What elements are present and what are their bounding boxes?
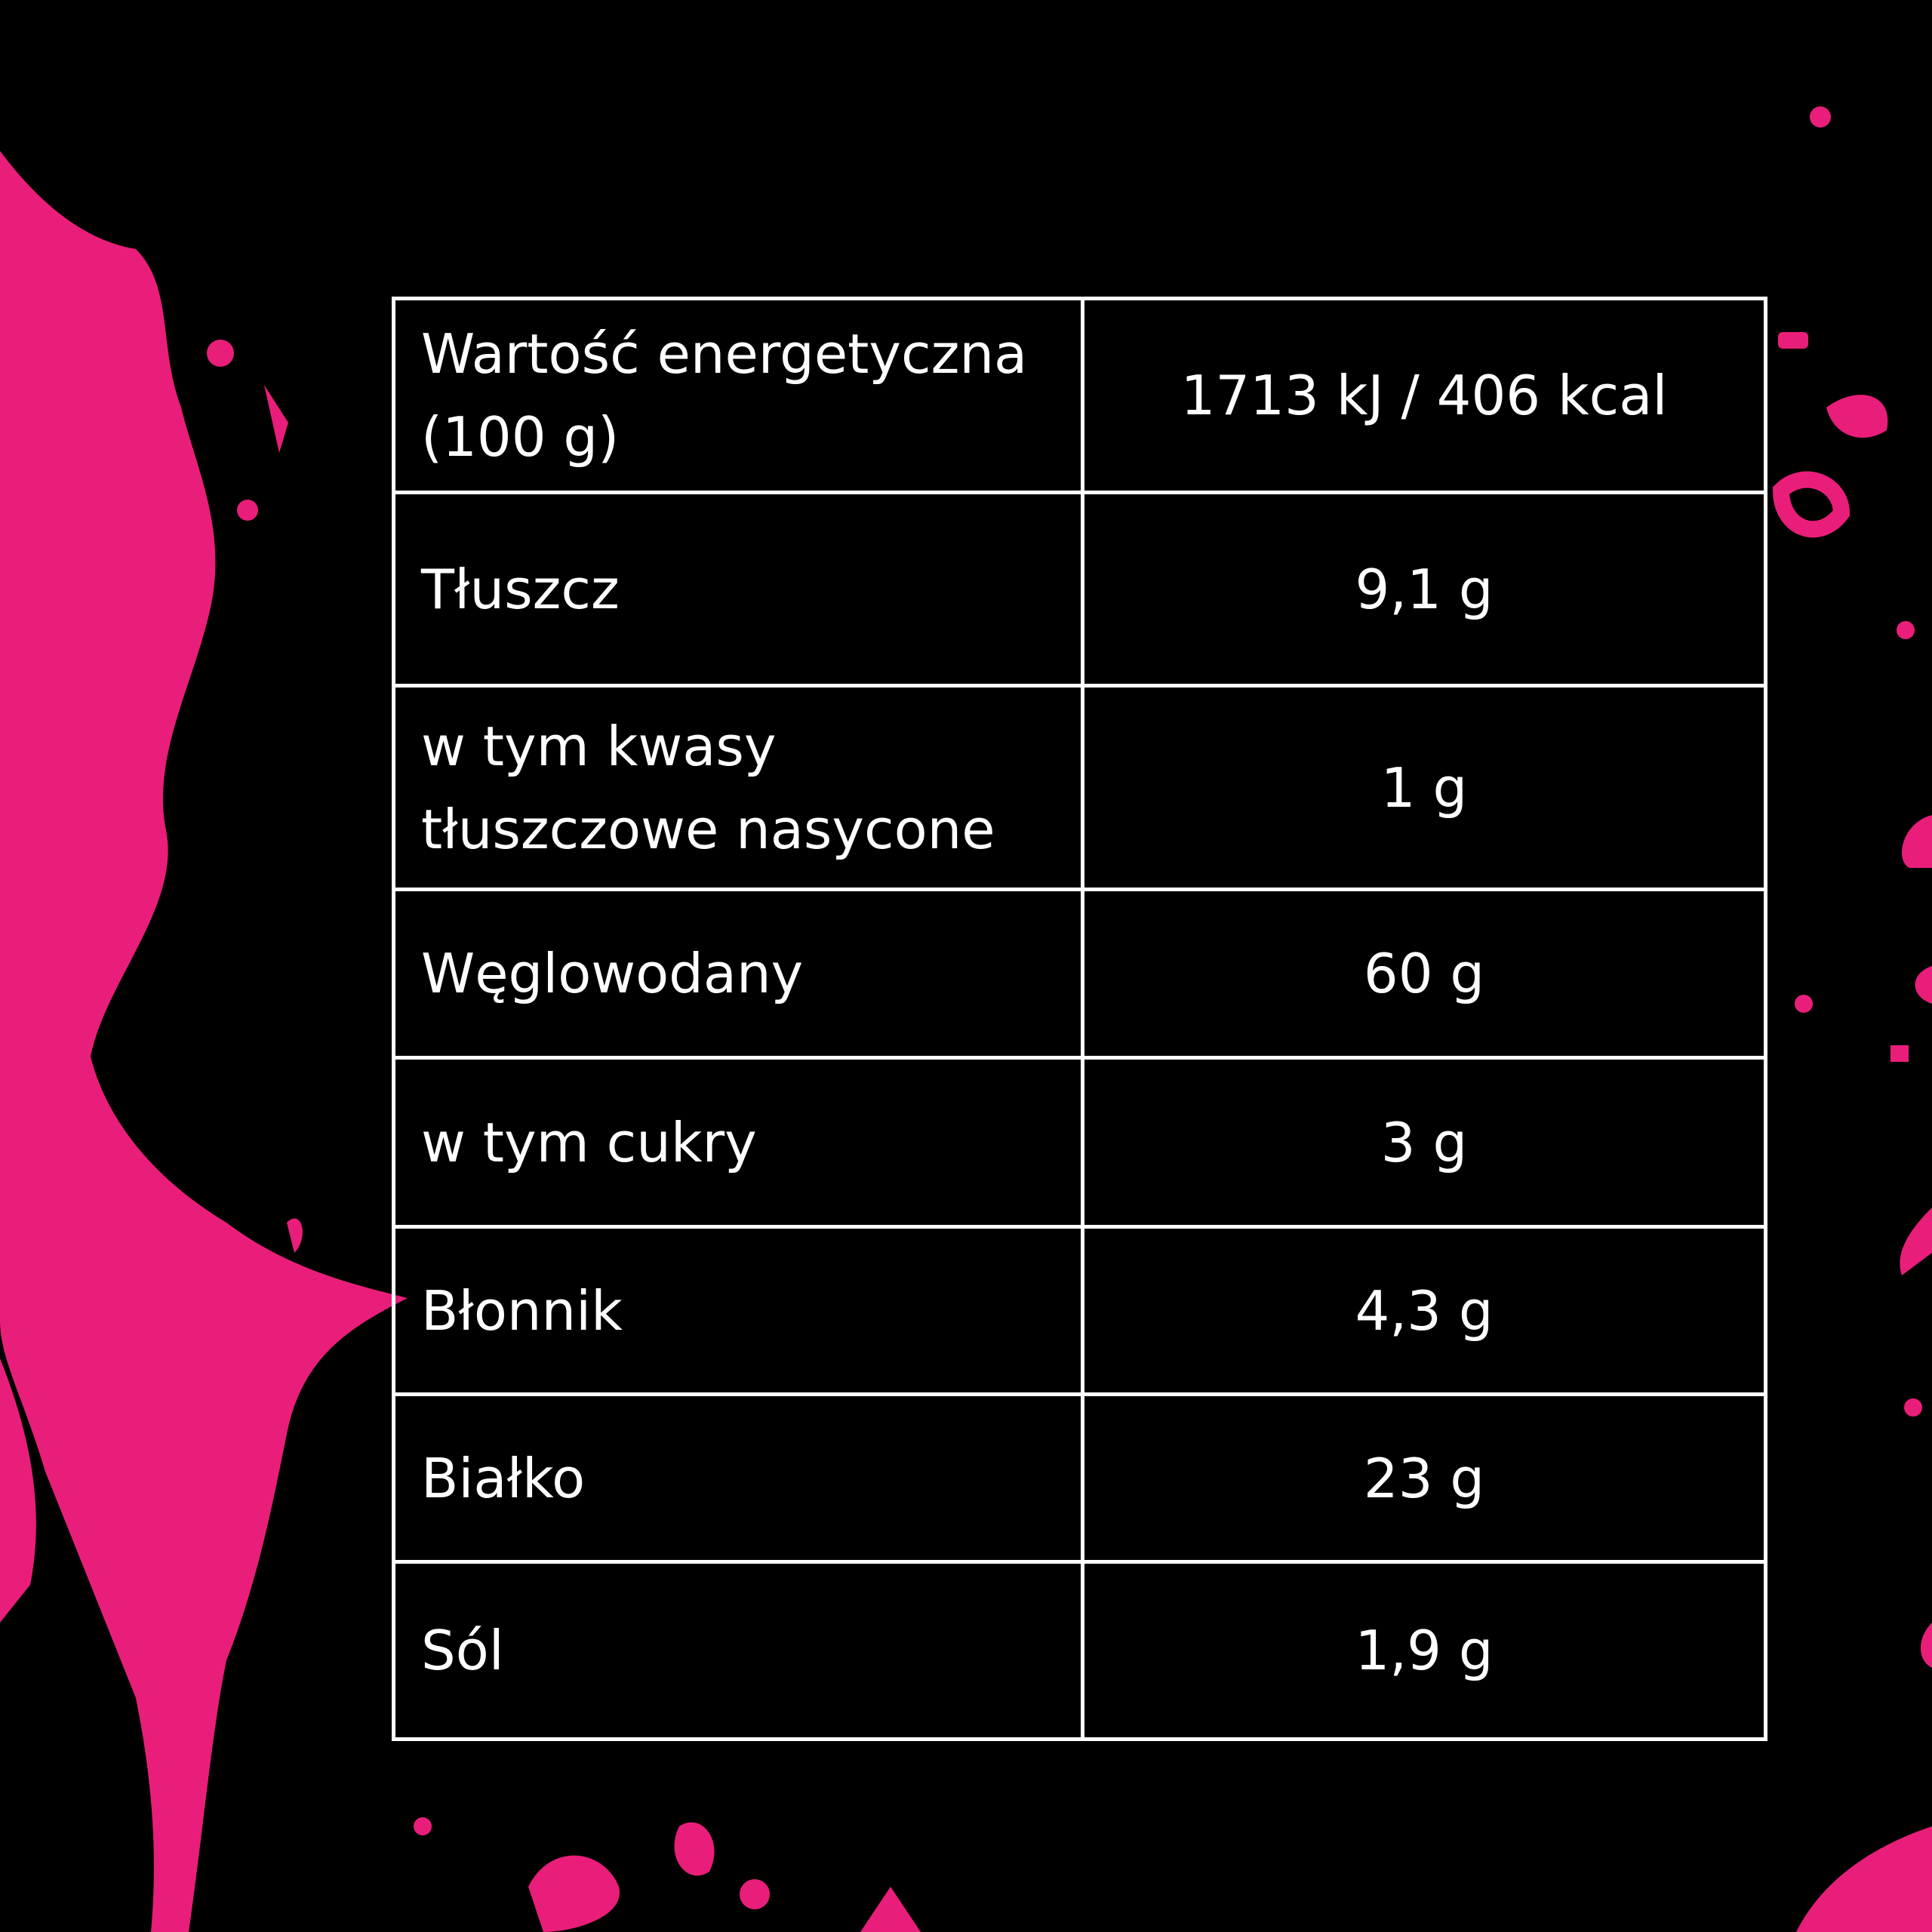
nutrient-label: Sól [392, 1560, 1084, 1741]
nutrient-value: 9,1 g [1081, 491, 1767, 688]
nutrient-value: 23 g [1081, 1392, 1767, 1564]
nutrient-label: Błonnik [392, 1225, 1084, 1396]
nutrient-label: Węglowodany [392, 888, 1084, 1060]
nutrient-value: 4,3 g [1081, 1225, 1767, 1396]
table-row: Węglowodany 60 g [392, 888, 1767, 1060]
nutrient-value: 1 g [1081, 684, 1767, 891]
table-row: Sól 1,9 g [392, 1560, 1767, 1741]
nutrient-value: 1713 kJ / 406 kcal [1081, 297, 1767, 494]
nutrient-label: Wartość energetyczna (100 g) [392, 297, 1084, 494]
nutrient-value: 3 g [1081, 1056, 1767, 1229]
table-row: w tym cukry 3 g [392, 1056, 1767, 1229]
nutrient-label: w tym cukry [392, 1056, 1084, 1229]
table-row: w tym kwasy tłuszczowe nasycone 1 g [392, 684, 1767, 891]
table-row: Białko 23 g [392, 1392, 1767, 1564]
nutrient-value: 60 g [1081, 888, 1767, 1060]
table-row: Błonnik 4,3 g [392, 1225, 1767, 1396]
nutrient-label: w tym kwasy tłuszczowe nasycone [392, 684, 1084, 891]
table-row: Tłuszcz 9,1 g [392, 491, 1767, 688]
table-row: Wartość energetyczna (100 g) 1713 kJ / 4… [392, 297, 1767, 494]
nutrient-label: Białko [392, 1392, 1084, 1564]
nutrition-facts-table: Wartość energetyczna (100 g) 1713 kJ / 4… [392, 297, 1767, 1741]
nutrient-label: Tłuszcz [392, 491, 1084, 688]
nutrient-value: 1,9 g [1081, 1560, 1767, 1741]
